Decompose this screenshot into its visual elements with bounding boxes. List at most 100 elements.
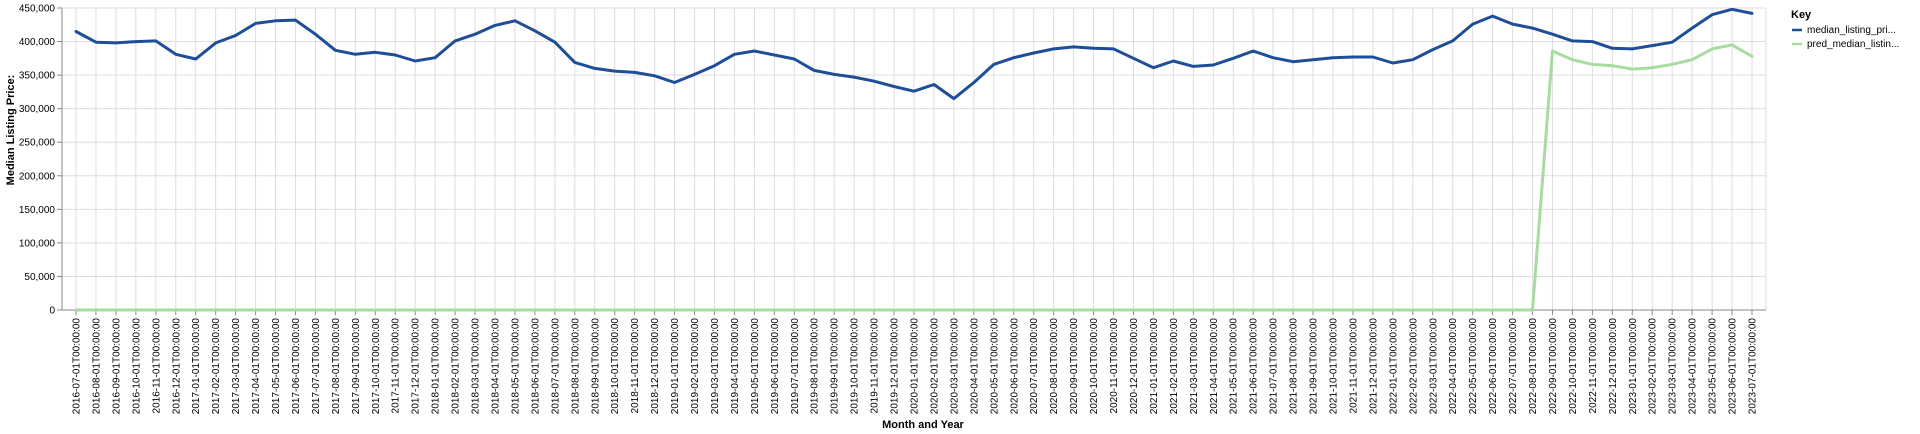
x-tick-label: 2018-02-01T00:00:00: [451, 318, 462, 415]
x-tick-label: 2017-03-01T00:00:00: [231, 318, 242, 415]
x-tick-label: 2017-12-01T00:00:00: [411, 318, 422, 415]
x-tick-label: 2020-05-01T00:00:00: [989, 318, 1000, 415]
x-tick-label: 2022-04-01T00:00:00: [1448, 318, 1459, 415]
legend-label: pred_median_listin...: [1807, 39, 1899, 50]
x-tick-label: 2019-04-01T00:00:00: [730, 318, 741, 415]
x-tick-label: 2021-09-01T00:00:00: [1309, 318, 1320, 415]
x-tick-label: 2023-06-01T00:00:00: [1728, 318, 1739, 415]
series-line-1: [74, 43, 1754, 312]
legend: Key median_listing_pri... pred_median_lis…: [1791, 9, 1899, 50]
x-tick-label: 2020-02-01T00:00:00: [929, 318, 940, 415]
series-layer: [74, 7, 1754, 312]
x-tick-label: 2022-10-01T00:00:00: [1568, 318, 1579, 415]
legend-items: median_listing_pri... pred_median_listin.…: [1792, 25, 1899, 50]
x-tick-label: 2022-06-01T00:00:00: [1488, 318, 1499, 415]
x-tick-label: 2023-02-01T00:00:00: [1648, 318, 1659, 415]
x-tick-label: 2021-02-01T00:00:00: [1169, 318, 1180, 415]
x-tick-label: 2016-08-01T00:00:00: [91, 318, 102, 415]
x-tick-label: 2021-12-01T00:00:00: [1368, 318, 1379, 415]
x-axis-title: Month and Year: [882, 419, 964, 431]
x-tick-label: 2016-12-01T00:00:00: [171, 318, 182, 415]
x-tick-label: 2016-09-01T00:00:00: [111, 318, 122, 415]
grid-layer: [62, 7, 1767, 311]
x-tick-label: 2018-01-01T00:00:00: [431, 318, 442, 415]
series-line-0: [74, 7, 1754, 101]
x-tick-label: 2017-07-01T00:00:00: [311, 318, 322, 415]
x-tick-label: 2020-11-01T00:00:00: [1109, 318, 1120, 414]
y-tick-label: 400,000: [19, 37, 56, 48]
x-tick-label: 2017-06-01T00:00:00: [291, 318, 302, 415]
x-tick-label: 2017-05-01T00:00:00: [271, 318, 282, 415]
x-tick-label: 2022-08-01T00:00:00: [1528, 318, 1539, 415]
x-tick-label: 2020-06-01T00:00:00: [1009, 318, 1020, 415]
x-tick-label: 2022-01-01T00:00:00: [1388, 318, 1399, 415]
x-tick-label: 2019-07-01T00:00:00: [790, 318, 801, 415]
x-tick-label: 2021-07-01T00:00:00: [1269, 318, 1280, 415]
y-tick-label: 150,000: [19, 205, 56, 216]
x-tick-label: 2016-11-01T00:00:00: [151, 318, 162, 414]
x-tick-label: 2023-07-01T00:00:00: [1748, 318, 1759, 415]
y-tick-label: 350,000: [19, 71, 56, 82]
x-tick-label: 2020-12-01T00:00:00: [1129, 318, 1140, 415]
x-tick-label: 2023-04-01T00:00:00: [1688, 318, 1699, 415]
x-tick-label: 2018-11-01T00:00:00: [630, 318, 641, 414]
x-tick-label: 2017-02-01T00:00:00: [211, 318, 222, 415]
x-tick-label: 2017-04-01T00:00:00: [251, 318, 262, 415]
y-tick-label: 200,000: [19, 171, 56, 182]
x-tick-label: 2018-12-01T00:00:00: [650, 318, 661, 415]
x-tick-label: 2018-08-01T00:00:00: [570, 318, 581, 415]
x-tick-label: 2017-01-01T00:00:00: [191, 318, 202, 415]
y-tick-label: 50,000: [24, 272, 55, 283]
x-tick-label: 2020-03-01T00:00:00: [949, 318, 960, 415]
x-tick-label: 2020-08-01T00:00:00: [1049, 318, 1060, 415]
x-tick-label: 2021-03-01T00:00:00: [1189, 318, 1200, 415]
x-tick-label: 2018-07-01T00:00:00: [550, 318, 561, 415]
legend-title: Key: [1791, 9, 1812, 21]
x-tick-label: 2023-05-01T00:00:00: [1708, 318, 1719, 415]
x-tick-label: 2019-05-01T00:00:00: [750, 318, 761, 415]
x-tick-label: 2019-12-01T00:00:00: [890, 318, 901, 415]
x-tick-label: 2017-10-01T00:00:00: [371, 318, 382, 415]
x-tick-label: 2017-11-01T00:00:00: [391, 318, 402, 414]
x-tick-label: 2020-09-01T00:00:00: [1069, 318, 1080, 415]
x-tick-label: 2019-11-01T00:00:00: [870, 318, 881, 414]
x-tick-label: 2022-11-01T00:00:00: [1588, 318, 1599, 414]
x-tick-label: 2021-08-01T00:00:00: [1289, 318, 1300, 415]
x-tick-label: 2021-11-01T00:00:00: [1348, 318, 1359, 414]
x-tick-label: 2022-12-01T00:00:00: [1608, 318, 1619, 415]
x-tick-label: 2021-06-01T00:00:00: [1249, 318, 1260, 415]
x-tick-label: 2021-05-01T00:00:00: [1229, 318, 1240, 415]
x-tick-label: 2022-07-01T00:00:00: [1508, 318, 1519, 415]
legend-label: median_listing_pri...: [1807, 25, 1896, 36]
x-tick-label: 2022-05-01T00:00:00: [1468, 318, 1479, 415]
x-tick-label: 2018-03-01T00:00:00: [471, 318, 482, 415]
y-tick-label: 100,000: [19, 238, 56, 249]
x-tick-label: 2019-10-01T00:00:00: [850, 318, 861, 415]
x-tick-label: 2017-08-01T00:00:00: [331, 318, 342, 415]
x-tick-label: 2018-04-01T00:00:00: [491, 318, 502, 415]
x-tick-label: 2019-01-01T00:00:00: [670, 318, 681, 415]
x-tick-label: 2019-03-01T00:00:00: [710, 318, 721, 415]
x-tick-label: 2022-02-01T00:00:00: [1408, 318, 1419, 415]
x-tick-label: 2020-04-01T00:00:00: [969, 318, 980, 415]
x-tick-label: 2018-05-01T00:00:00: [510, 318, 521, 415]
x-tick-label: 2021-10-01T00:00:00: [1329, 318, 1340, 415]
x-tick-label: 2022-03-01T00:00:00: [1428, 318, 1439, 415]
x-tick-label: 2016-10-01T00:00:00: [131, 318, 142, 415]
x-tick-label: 2019-09-01T00:00:00: [830, 318, 841, 415]
x-tick-label: 2023-03-01T00:00:00: [1668, 318, 1679, 415]
x-tick-label: 2021-04-01T00:00:00: [1209, 318, 1220, 415]
x-tick-label: 2023-01-01T00:00:00: [1628, 318, 1639, 415]
y-tick-label: 0: [49, 306, 55, 317]
x-tick-label: 2018-09-01T00:00:00: [590, 318, 601, 415]
y-axis-title: Median Listing Price:: [5, 75, 17, 186]
x-tick-label: 2019-02-01T00:00:00: [690, 318, 701, 415]
x-tick-label: 2017-09-01T00:00:00: [351, 318, 362, 415]
y-tick-label: 250,000: [19, 138, 56, 149]
x-tick-label: 2018-06-01T00:00:00: [530, 318, 541, 415]
x-tick-label: 2020-07-01T00:00:00: [1029, 318, 1040, 415]
x-tick-label: 2019-06-01T00:00:00: [770, 318, 781, 415]
x-tick-label: 2022-09-01T00:00:00: [1548, 318, 1559, 415]
